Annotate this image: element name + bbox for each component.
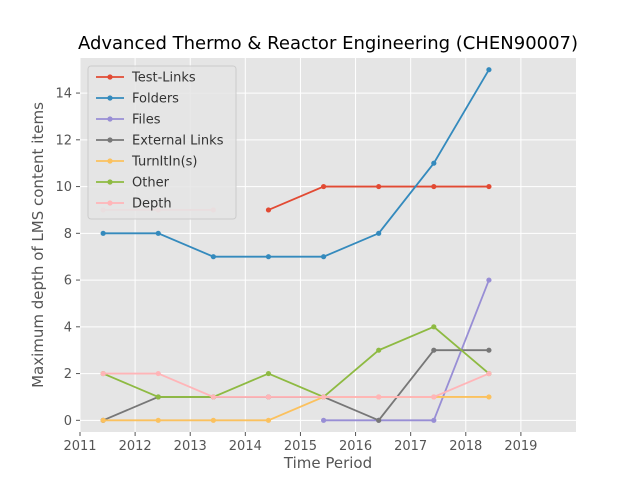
x-axis-ticks: 2011 2012 2013 2014 2015 2016 2017 2018 2019	[63, 432, 537, 454]
legend-marker	[107, 158, 113, 164]
x-tick-label: 2016	[339, 439, 372, 454]
x-axis-label: Time Period	[283, 454, 372, 472]
series-line	[103, 372, 490, 398]
legend-label: Other	[132, 176, 170, 191]
data-point	[155, 417, 161, 423]
data-point	[155, 394, 161, 400]
legend-marker	[107, 179, 113, 185]
y-tick-label: 12	[55, 133, 72, 148]
legend-marker	[107, 200, 113, 206]
data-point	[486, 277, 492, 283]
legend-item: Depth	[96, 197, 172, 212]
data-point	[486, 347, 492, 353]
data-point	[265, 417, 272, 423]
legend-label: Folders	[132, 92, 179, 107]
data-point	[431, 347, 437, 353]
data-point	[486, 394, 492, 400]
legend-label: TurnItIn(s)	[131, 155, 197, 170]
x-tick-label: 2018	[449, 439, 482, 454]
chart-title: Advanced Thermo & Reactor Engineering (C…	[78, 33, 578, 54]
series-test-links	[265, 183, 492, 213]
x-tick-label: 2015	[284, 439, 317, 454]
data-point	[431, 160, 437, 166]
y-tick-label: 6	[64, 274, 72, 289]
legend-item: External Links	[96, 134, 224, 149]
legend-item: TurnItIn(s)	[96, 155, 197, 170]
x-tick-label: 2011	[63, 439, 96, 454]
legend-marker	[107, 74, 113, 80]
legend-marker	[107, 116, 113, 122]
data-point	[486, 183, 492, 190]
data-point	[376, 394, 382, 400]
data-point	[320, 417, 327, 423]
data-point	[210, 394, 216, 400]
data-point	[376, 183, 382, 190]
legend-marker	[107, 137, 113, 143]
data-point	[155, 230, 161, 236]
data-point	[265, 207, 272, 213]
legend-item: Test-Links	[96, 71, 196, 86]
data-point	[100, 230, 106, 236]
data-point	[486, 67, 492, 73]
x-tick-label: 2014	[229, 439, 262, 454]
legend-item: Folders	[96, 92, 179, 107]
data-point	[486, 370, 492, 377]
data-point	[320, 394, 327, 400]
series-depth	[100, 370, 492, 400]
y-tick-label: 8	[64, 227, 72, 242]
series-folders	[100, 67, 492, 260]
data-point	[431, 324, 437, 330]
data-point	[376, 230, 382, 236]
data-point	[265, 370, 272, 377]
data-point	[431, 183, 437, 190]
series-line	[102, 325, 490, 398]
x-tick-label: 2019	[504, 439, 537, 454]
y-tick-label: 10	[55, 180, 72, 195]
data-point	[210, 254, 216, 260]
data-point	[431, 417, 437, 423]
y-tick-label: 14	[55, 87, 72, 102]
data-point	[210, 417, 216, 423]
legend-label: Depth	[132, 197, 172, 212]
legend: Test-Links Folders Files External Links Turn…	[87, 65, 237, 220]
legend-item: Other	[96, 176, 170, 191]
x-tick-label: 2012	[119, 439, 152, 454]
y-tick-label: 0	[64, 414, 72, 429]
data-point	[376, 347, 382, 353]
data-point	[431, 394, 437, 400]
legend-label: Files	[132, 113, 161, 128]
y-axis-ticks: 0 2 4 6 8 10 12 14	[55, 87, 80, 429]
y-tick-label: 2	[64, 367, 72, 382]
data-point	[265, 394, 272, 400]
data-point	[320, 183, 327, 190]
legend-box	[87, 65, 237, 220]
data-point	[265, 254, 272, 260]
x-tick-label: 2017	[394, 439, 427, 454]
legend-marker	[107, 95, 113, 101]
legend-item: Files	[96, 113, 161, 128]
legend-label: Test-Links	[131, 71, 196, 86]
data-point	[320, 254, 327, 260]
y-axis-label: Maximum depth of LMS content items	[29, 102, 47, 388]
data-point	[100, 370, 106, 377]
series-lines	[100, 67, 492, 423]
data-point	[155, 370, 161, 377]
data-point	[376, 417, 382, 423]
y-tick-label: 4	[64, 320, 72, 335]
legend-label: External Links	[132, 134, 224, 149]
data-point	[100, 417, 106, 423]
x-tick-label: 2013	[174, 439, 207, 454]
series-line	[103, 69, 490, 258]
